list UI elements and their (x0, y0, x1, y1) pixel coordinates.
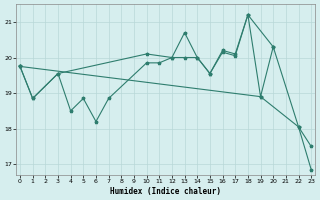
X-axis label: Humidex (Indice chaleur): Humidex (Indice chaleur) (110, 187, 221, 196)
